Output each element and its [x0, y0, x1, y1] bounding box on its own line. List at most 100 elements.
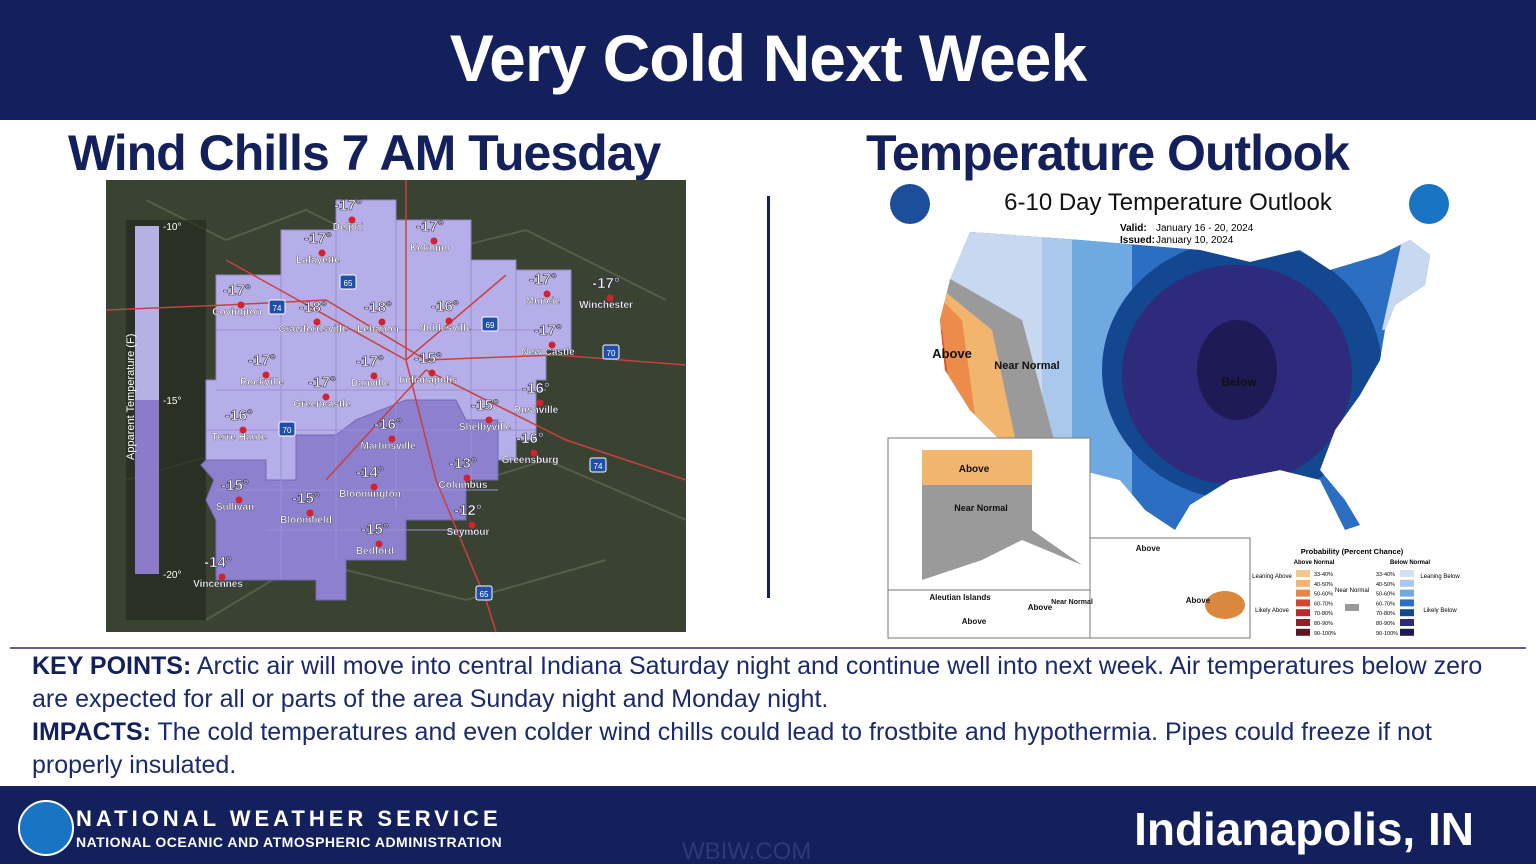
city-dot	[428, 369, 436, 377]
legend-tick: -20°	[163, 570, 181, 581]
city-temp: -16°	[516, 430, 544, 447]
legend-range-above: 33-40%	[1314, 572, 1333, 578]
highway-number: 70	[283, 426, 292, 435]
city-temp: -16°	[431, 298, 459, 315]
city-temp: -16°	[225, 407, 253, 424]
region-label: Near Normal	[994, 360, 1059, 372]
footer: NATIONAL WEATHER SERVICE NATIONAL OCEANI…	[0, 786, 1536, 865]
legend-range-below: 33-40%	[1376, 572, 1395, 578]
legend-below-header: Below Normal	[1390, 560, 1430, 566]
legend-near: Near Normal	[1335, 588, 1369, 594]
city-name: New Castle	[521, 347, 575, 358]
city-name: Lebanon	[357, 324, 399, 335]
right-title: Temperature Outlook	[866, 125, 1350, 181]
city-name: Bloomfield	[280, 515, 332, 526]
city-dot	[318, 249, 326, 257]
legend-swatch-above	[1296, 599, 1310, 607]
city-dot	[262, 371, 270, 379]
city-dot	[348, 216, 356, 224]
watermark: WBIW.COM	[682, 838, 812, 865]
legend-range-below: 50-60%	[1376, 592, 1395, 598]
city-name: Greensburg	[502, 455, 559, 466]
hawaii-box	[1089, 537, 1251, 639]
city-temp: -17°	[529, 271, 557, 288]
alaska-near	[922, 485, 1082, 580]
city-temp: -15°	[221, 477, 249, 494]
highway-number: 65	[480, 590, 489, 599]
aleutian-box	[887, 589, 1091, 639]
city-name: Greencastle	[293, 399, 351, 410]
region-label: Above	[962, 617, 987, 626]
city-dot	[485, 416, 493, 424]
city-name: Sullivan	[216, 502, 254, 513]
legend-tick: -10°	[163, 222, 181, 233]
divider	[767, 196, 770, 598]
city-temp: -15°	[471, 397, 499, 414]
legend-title: Probability (Percent Chance)	[1301, 547, 1404, 556]
city-dot	[375, 540, 383, 548]
city-temp: -13°	[449, 455, 477, 472]
highways	[106, 180, 686, 632]
city-temp: -16°	[522, 380, 550, 397]
legend-swatch-below	[1400, 599, 1414, 607]
legend-likely-below: Likely Below	[1423, 608, 1457, 614]
region-label: Below	[1221, 375, 1257, 389]
city-dot	[322, 393, 330, 401]
city-temp: -18°	[299, 299, 327, 316]
city-temp: -18°	[364, 299, 392, 316]
city-temp: -17°	[416, 218, 444, 235]
legend-swatch-above	[1296, 589, 1310, 597]
city-temp: -17°	[356, 353, 384, 370]
issued-label: Issued:	[1120, 235, 1155, 246]
legend-swatch-above	[1296, 579, 1310, 587]
city-dot	[430, 237, 438, 245]
city-dot	[313, 318, 321, 326]
city-name: Shelbyville	[459, 422, 512, 433]
city-name: Terre Haute	[212, 432, 267, 443]
city-dot	[370, 372, 378, 380]
city-name: Rockville	[240, 377, 284, 388]
legend-range-below: 60-70%	[1376, 601, 1395, 607]
city-name: Covington	[212, 307, 261, 318]
city-temp: -17°	[304, 230, 332, 247]
city-temp: -15°	[292, 490, 320, 507]
city-name: Indianapolis	[399, 375, 458, 386]
legend-swatch-below	[1400, 609, 1414, 617]
highway-shield	[589, 457, 607, 473]
highway-shield	[278, 421, 296, 437]
office: Indianapolis, IN	[1134, 803, 1474, 855]
city-temp: -14°	[204, 554, 232, 571]
impacts-text: The cold temperatures and even colder wi…	[32, 718, 1432, 779]
city-name: Columbus	[439, 480, 488, 491]
region-label: Above	[1186, 596, 1211, 605]
city-name: Vincennes	[193, 579, 243, 590]
city-temp: -15°	[414, 350, 442, 367]
map-title: 6-10 Day Temperature Outlook	[1004, 189, 1333, 216]
legend-swatch-below	[1400, 570, 1414, 577]
city-name: Muncie	[526, 296, 561, 307]
highway-number: 70	[607, 349, 616, 358]
legend-light	[135, 226, 159, 400]
city-name: Crawfordsville	[279, 324, 348, 335]
city-dot	[239, 426, 247, 434]
city-name: Seymour	[447, 527, 490, 538]
hawaii	[1205, 591, 1245, 619]
city-name: Noblesville	[419, 323, 472, 334]
legend-swatch-below	[1400, 628, 1414, 636]
region-dark	[200, 399, 499, 601]
wind-chill-map: Apparent Temperature (F) -10° -15° -20° 65 74…	[106, 180, 686, 632]
legend-swatch-above	[1296, 628, 1310, 636]
legend-range-below: 80-90%	[1376, 621, 1395, 627]
region-label: Above	[1028, 603, 1053, 612]
highway-shield	[481, 316, 499, 332]
highway-shield	[339, 274, 357, 290]
city-dot	[548, 341, 556, 349]
agency: NATIONAL WEATHER SERVICE	[76, 806, 502, 831]
separator	[10, 647, 1526, 649]
city-dot	[218, 573, 226, 581]
city-dot	[237, 301, 245, 309]
highway-shield	[475, 585, 493, 601]
legend-dark	[135, 400, 159, 574]
region-label: Near Normal	[954, 503, 1008, 513]
key-points-text: Arctic air will move into central Indian…	[32, 652, 1483, 713]
